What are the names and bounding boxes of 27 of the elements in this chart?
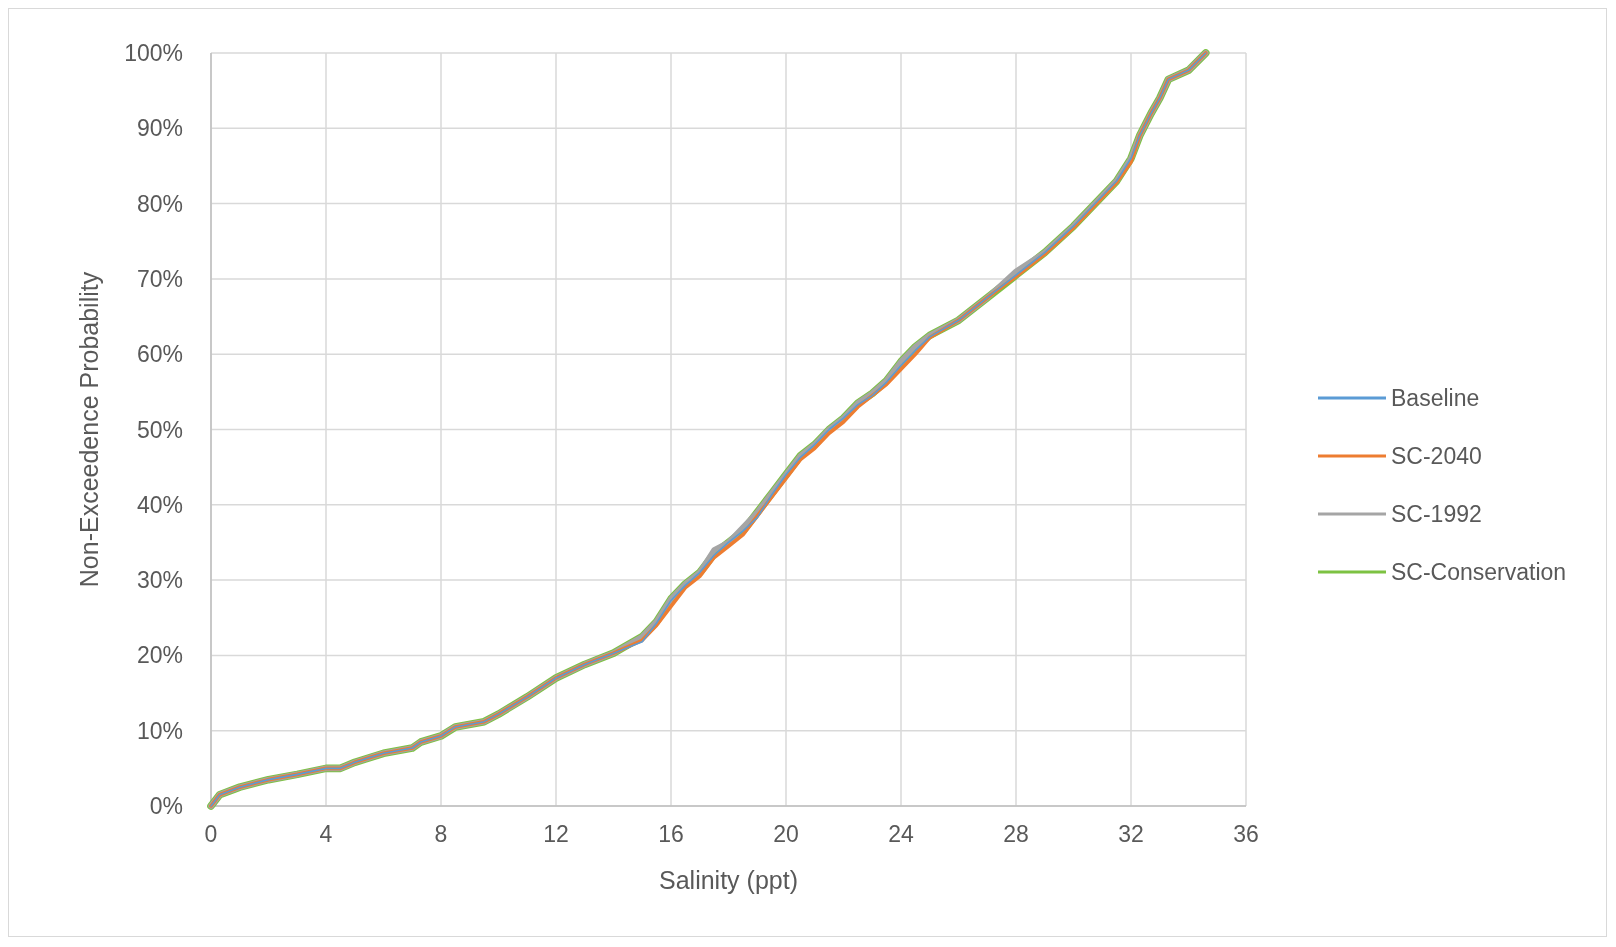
x-axis-title: Salinity (ppt) — [659, 866, 798, 894]
y-tick-label: 0% — [149, 793, 183, 819]
legend-label: Baseline — [1391, 385, 1480, 411]
x-tick-label: 32 — [1118, 821, 1144, 847]
y-tick-label: 70% — [136, 265, 183, 292]
y-tick-label: 40% — [136, 491, 183, 518]
y-tick-label: 20% — [136, 642, 183, 669]
y-tick-label: 60% — [136, 341, 183, 368]
y-tick-label: 80% — [136, 190, 183, 217]
y-tick-label: 90% — [136, 115, 183, 142]
y-tick-label: 30% — [136, 567, 183, 594]
x-tick-label: 20 — [773, 821, 799, 847]
x-tick-label: 28 — [1003, 821, 1029, 847]
y-tick-label: 100% — [124, 40, 183, 66]
x-tick-label: 0 — [204, 821, 218, 847]
x-tick-label: 16 — [658, 821, 684, 847]
x-tick-label: 4 — [319, 821, 333, 847]
x-tick-label: 24 — [888, 821, 914, 847]
legend-label: SC-Conservation — [1391, 559, 1567, 585]
y-tick-label: 10% — [136, 717, 183, 744]
y-axis-title: Non-Exceedence Probability — [75, 271, 103, 588]
legend-label: SC-1992 — [1391, 501, 1482, 527]
x-tick-label: 12 — [543, 821, 569, 847]
y-tick-label: 50% — [136, 416, 183, 443]
x-tick-label: 8 — [434, 821, 448, 847]
x-tick-label: 36 — [1233, 821, 1259, 847]
legend-label: SC-2040 — [1391, 443, 1482, 469]
